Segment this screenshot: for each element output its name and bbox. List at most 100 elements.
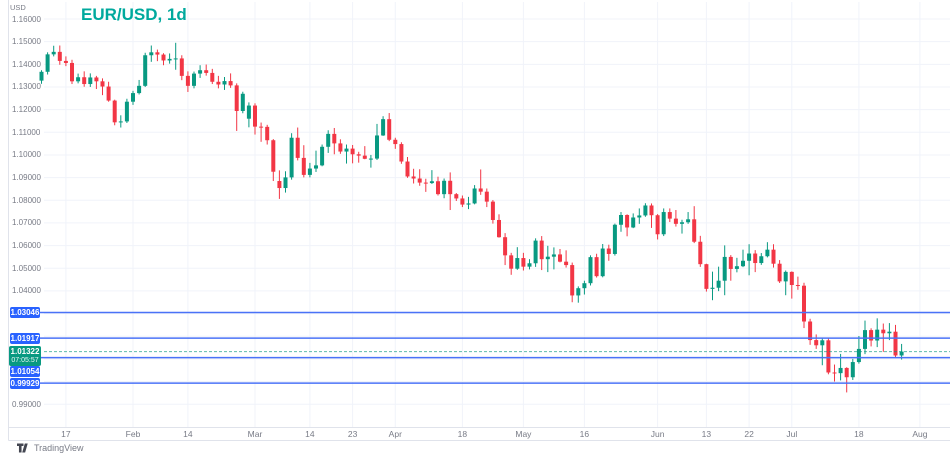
candle[interactable] — [161, 53, 166, 66]
candle[interactable] — [649, 203, 654, 228]
candle[interactable] — [326, 130, 331, 153]
candle[interactable] — [704, 263, 709, 292]
candle[interactable] — [76, 73, 81, 84]
candle[interactable] — [124, 98, 129, 124]
candle[interactable] — [539, 236, 544, 271]
candle[interactable] — [686, 212, 691, 224]
candle[interactable] — [204, 64, 209, 76]
price-level-label[interactable]: 1.03046 — [10, 307, 40, 319]
candle[interactable] — [619, 212, 623, 232]
candle[interactable] — [692, 206, 697, 244]
candle[interactable] — [143, 52, 148, 87]
candle[interactable] — [844, 367, 849, 393]
candle[interactable] — [149, 45, 154, 62]
candle[interactable] — [655, 214, 660, 240]
candle[interactable] — [551, 247, 556, 270]
candle[interactable] — [216, 75, 221, 89]
candle[interactable] — [667, 208, 672, 223]
candle[interactable] — [661, 208, 666, 237]
candle[interactable] — [789, 271, 794, 299]
candle[interactable] — [295, 127, 300, 161]
current-price-label[interactable]: 1.01322 07:05:57 — [9, 346, 41, 367]
candle[interactable] — [137, 79, 142, 95]
candle[interactable] — [155, 49, 160, 62]
candle[interactable] — [533, 238, 538, 267]
candle[interactable] — [39, 70, 44, 84]
candle[interactable] — [832, 364, 837, 382]
candle[interactable] — [240, 91, 245, 114]
candle[interactable] — [106, 81, 111, 102]
candle[interactable] — [100, 78, 105, 96]
candle[interactable] — [45, 52, 50, 75]
price-level-label[interactable]: 1.01054 — [10, 365, 40, 377]
candle[interactable] — [753, 250, 758, 273]
candle[interactable] — [893, 324, 898, 358]
candle[interactable] — [167, 53, 172, 64]
candle[interactable] — [246, 102, 251, 128]
candle[interactable] — [277, 170, 282, 199]
candle[interactable] — [856, 335, 861, 364]
candle[interactable] — [356, 151, 361, 163]
candle[interactable] — [716, 266, 721, 292]
candle[interactable] — [118, 115, 123, 128]
candle[interactable] — [631, 213, 636, 229]
candle[interactable] — [454, 193, 459, 201]
candle[interactable] — [362, 146, 367, 160]
candle[interactable] — [826, 337, 831, 375]
price-level-label[interactable]: 1.01917 — [10, 332, 40, 344]
candle[interactable] — [777, 260, 782, 283]
candle[interactable] — [503, 233, 508, 266]
candle[interactable] — [838, 353, 843, 381]
candle[interactable] — [253, 103, 257, 135]
candle[interactable] — [734, 257, 739, 273]
candle[interactable] — [472, 185, 477, 205]
candle[interactable] — [301, 145, 306, 178]
candle[interactable] — [94, 75, 99, 90]
candle[interactable] — [344, 144, 349, 164]
candle[interactable] — [234, 83, 239, 131]
candle[interactable] — [875, 318, 880, 348]
candle[interactable] — [808, 318, 813, 345]
candle[interactable] — [70, 59, 74, 85]
candle[interactable] — [222, 77, 227, 90]
candle[interactable] — [612, 223, 617, 256]
candle[interactable] — [466, 196, 471, 210]
candle[interactable] — [228, 73, 233, 88]
candle[interactable] — [320, 144, 325, 167]
candle[interactable] — [545, 245, 550, 273]
candle[interactable] — [673, 210, 678, 227]
candle[interactable] — [442, 178, 447, 199]
candle[interactable] — [643, 203, 648, 217]
candle[interactable] — [387, 113, 392, 142]
candle[interactable] — [490, 200, 495, 224]
candle[interactable] — [771, 244, 776, 268]
candle[interactable] — [173, 42, 178, 70]
candle[interactable] — [283, 171, 288, 193]
candle[interactable] — [594, 253, 599, 278]
tradingview-watermark[interactable]: TradingView — [17, 443, 84, 453]
candle[interactable] — [332, 127, 337, 155]
candle[interactable] — [63, 56, 68, 67]
candle[interactable] — [710, 271, 715, 301]
candle[interactable] — [747, 244, 752, 276]
candle[interactable] — [198, 65, 203, 78]
candle[interactable] — [338, 139, 343, 154]
candle[interactable] — [606, 244, 611, 261]
candle[interactable] — [448, 172, 453, 211]
candle[interactable] — [564, 250, 569, 268]
candle[interactable] — [558, 248, 562, 263]
candle[interactable] — [802, 282, 806, 329]
candle[interactable] — [271, 139, 276, 182]
candle[interactable] — [399, 142, 404, 164]
candle[interactable] — [210, 68, 215, 85]
candle[interactable] — [381, 116, 386, 136]
candle[interactable] — [88, 73, 93, 87]
candle[interactable] — [478, 169, 483, 195]
candle[interactable] — [429, 170, 434, 184]
candle[interactable] — [680, 219, 684, 234]
price-level-label[interactable]: 0.99929 — [10, 377, 40, 389]
candle[interactable] — [185, 71, 190, 92]
candle[interactable] — [393, 137, 398, 149]
candle[interactable] — [436, 176, 440, 196]
